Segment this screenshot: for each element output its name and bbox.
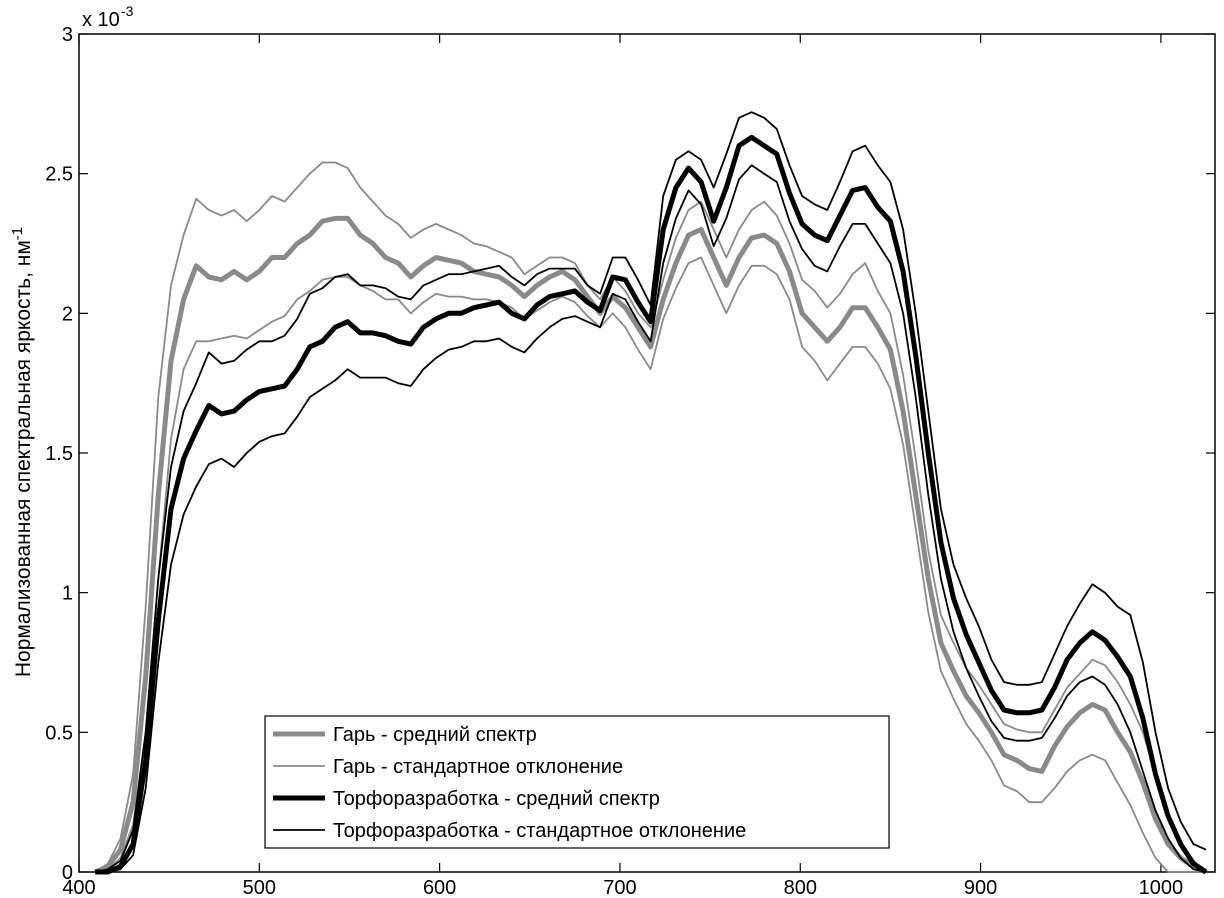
legend-label: Гарь - средний спектр (333, 724, 537, 746)
y-axis-title-superscript: -1 (9, 227, 26, 240)
y-axis-title: Нормализованная спектральная яркость, нм… (9, 227, 35, 677)
y-scale-prefix: x 10 (82, 9, 120, 31)
legend: Гарь - средний спектр Гарь - стандартное … (264, 715, 890, 849)
y-tick-label: 3 (62, 24, 73, 46)
x-tick-label: 600 (423, 877, 456, 898)
y-tick-label: 2.5 (45, 164, 73, 186)
legend-label: Гарь - стандартное отклонение (333, 756, 623, 778)
x-tick-label: 800 (784, 877, 817, 898)
y-tick-label: 0 (62, 862, 73, 884)
y-axis: 0 0.5 1 1.5 2 2.5 3 (45, 24, 1215, 884)
x-tick-label: 900 (964, 877, 997, 898)
y-tick-label: 1.5 (45, 443, 73, 465)
x-axis: 400 500 600 700 800 900 1000 (62, 34, 1183, 898)
y-axis-title-text: Нормализованная спектральная яркость, нм (12, 240, 35, 677)
svg-text:Нормализованная спектральная я: Нормализованная спектральная яркость, нм… (9, 227, 35, 677)
series-layer (94, 111, 1208, 875)
y-tick-label: 2 (62, 303, 73, 325)
x-tick-label: 500 (243, 877, 276, 898)
series-line-lower Торфоразработка---стандартное-отклонение (95, 164, 1207, 873)
legend-label: Торфоразработка - стандартное отклонение (333, 820, 746, 842)
y-tick-label: 0.5 (45, 722, 73, 744)
series-line Гарь---средний-спектр (94, 215, 1208, 875)
series-line Гарь---стандартное-отклонение (94, 161, 1207, 873)
y-scale-exponent: -3 (121, 3, 134, 19)
y-tick-label: 1 (62, 583, 73, 605)
x-tick-label: 400 (62, 877, 95, 898)
series-line-lower Гарь---стандартное-отклонение (95, 256, 1206, 873)
legend-box (264, 715, 890, 849)
series-line Торфоразработка---средний-спектр (95, 134, 1208, 875)
x-tick-label: 700 (603, 877, 636, 898)
series-line Торфоразработка---стандартное-отклонение (95, 111, 1207, 873)
x-tick-label: 1000 (1139, 877, 1184, 898)
legend-label: Торфоразработка - средний спектр (333, 788, 660, 810)
